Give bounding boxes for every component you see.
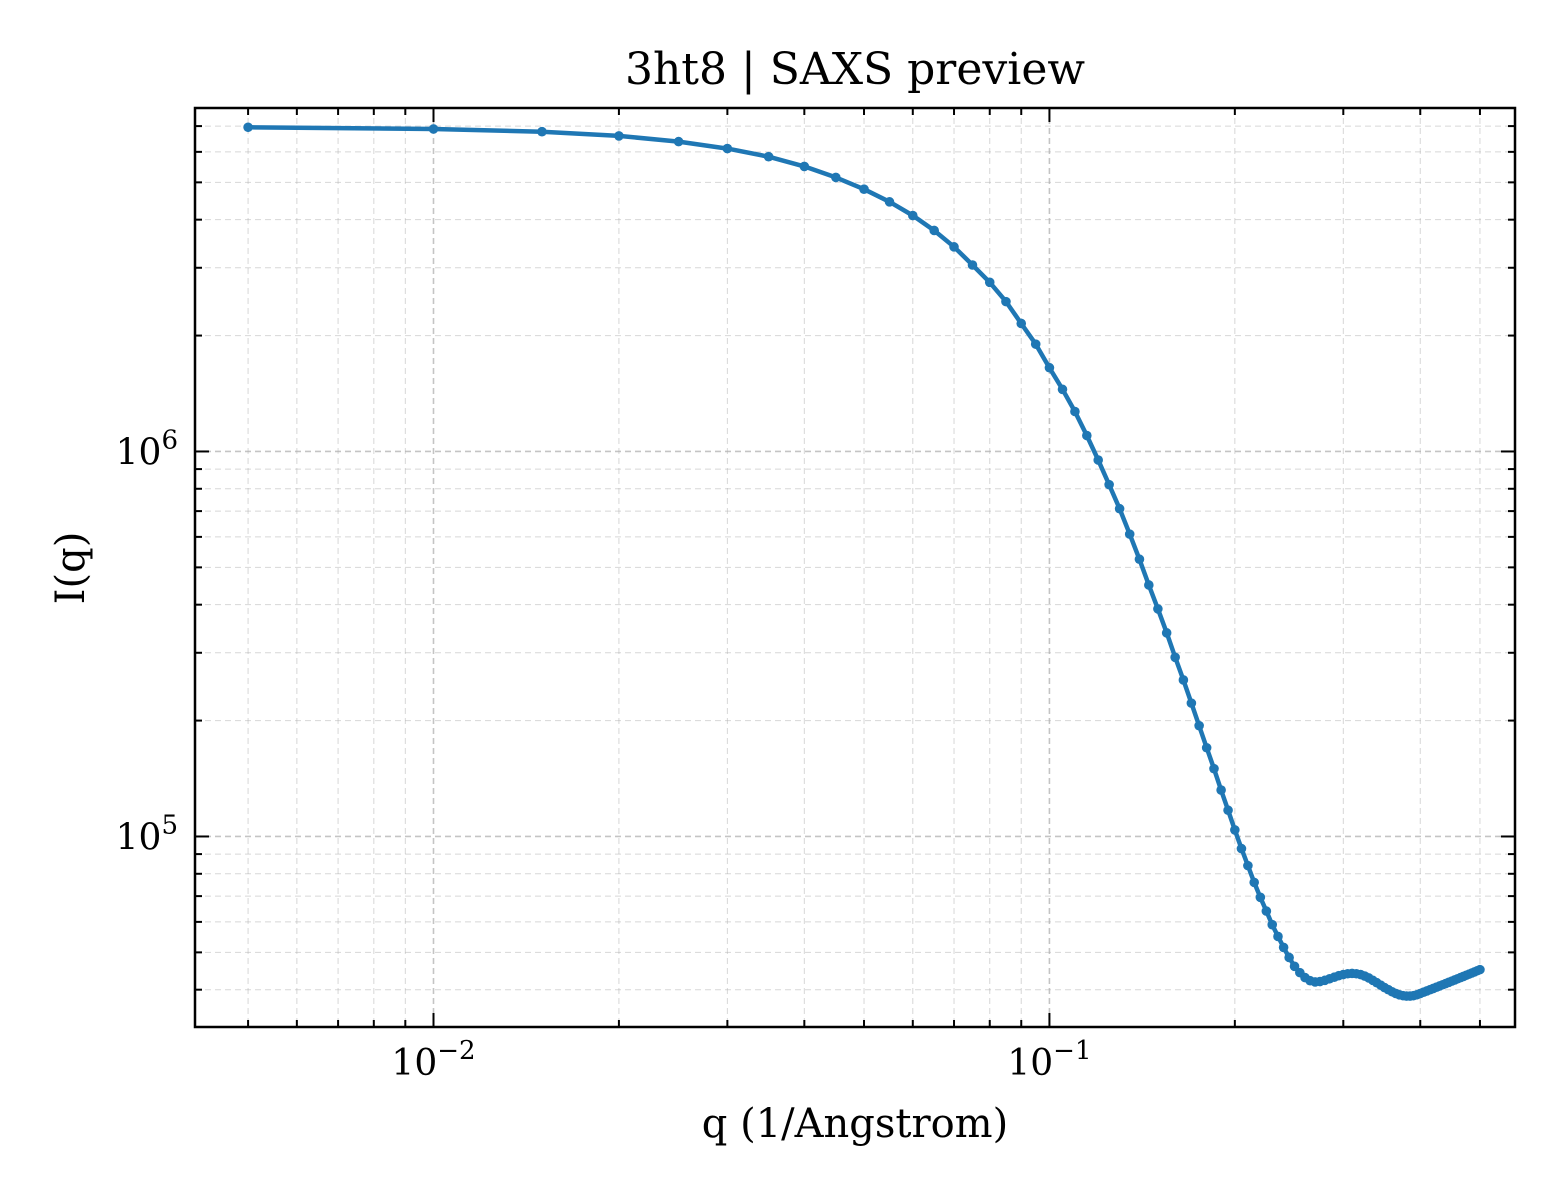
data-point <box>1278 942 1289 953</box>
data-point <box>1093 455 1104 465</box>
data-point <box>1016 318 1027 329</box>
data-point <box>537 126 547 137</box>
data-point <box>1209 763 1219 774</box>
data-point <box>614 131 624 141</box>
x-axis-label: q (1/Angstrom) <box>702 1101 1008 1147</box>
data-point <box>1223 805 1233 816</box>
data-point <box>859 184 869 194</box>
data-point <box>722 143 733 154</box>
data-point <box>1273 931 1283 942</box>
data-point <box>884 197 895 207</box>
data-point <box>1161 628 1172 638</box>
data-point <box>1267 919 1278 930</box>
data-point <box>1230 825 1240 835</box>
data-point <box>984 277 995 288</box>
data-point <box>763 151 774 162</box>
data-point <box>1044 362 1055 373</box>
data-point <box>1170 652 1180 663</box>
grid <box>195 108 1515 1027</box>
data-point <box>1114 503 1125 514</box>
data-point <box>831 172 841 183</box>
data-point <box>1030 339 1041 349</box>
x-tick-label: 10−1 <box>1007 1036 1091 1084</box>
data-point <box>1104 479 1114 490</box>
data-point <box>907 210 918 221</box>
data-point <box>799 161 810 172</box>
data-point <box>1194 720 1204 731</box>
y-tick-label: 106 <box>116 425 178 473</box>
axis-ticks: 10−2 10−1 105 106 <box>116 108 1515 1084</box>
chart-title: 3ht8 | SAXS preview <box>625 44 1085 95</box>
data-point <box>1255 892 1266 903</box>
plot-frame <box>193 106 1517 1029</box>
data-point <box>1201 742 1212 753</box>
data-point <box>1475 964 1485 975</box>
data-point <box>1124 529 1135 539</box>
data-point <box>967 260 978 270</box>
data-point <box>1178 675 1189 685</box>
data-point <box>243 122 253 133</box>
data-series <box>243 122 1485 1001</box>
data-point <box>1057 384 1068 395</box>
data-point <box>1261 906 1272 916</box>
data-point <box>1070 406 1080 417</box>
y-tick-label: 105 <box>116 810 178 858</box>
data-point <box>1001 296 1011 307</box>
data-point <box>428 124 439 134</box>
data-point <box>1082 430 1092 441</box>
data-point <box>929 225 939 236</box>
data-point <box>1216 785 1226 795</box>
data-point <box>1236 843 1247 854</box>
data-point <box>1144 580 1154 590</box>
data-point <box>1153 604 1163 614</box>
data-point <box>673 136 684 147</box>
x-tick-label: 10−2 <box>391 1036 475 1084</box>
data-point <box>1134 554 1145 565</box>
data-point <box>1186 698 1197 708</box>
data-point <box>1289 961 1300 972</box>
data-point <box>1284 952 1294 963</box>
y-axis-label: I(q) <box>48 532 94 605</box>
data-point <box>1249 877 1259 888</box>
data-point <box>1243 860 1253 871</box>
data-point <box>949 242 959 252</box>
